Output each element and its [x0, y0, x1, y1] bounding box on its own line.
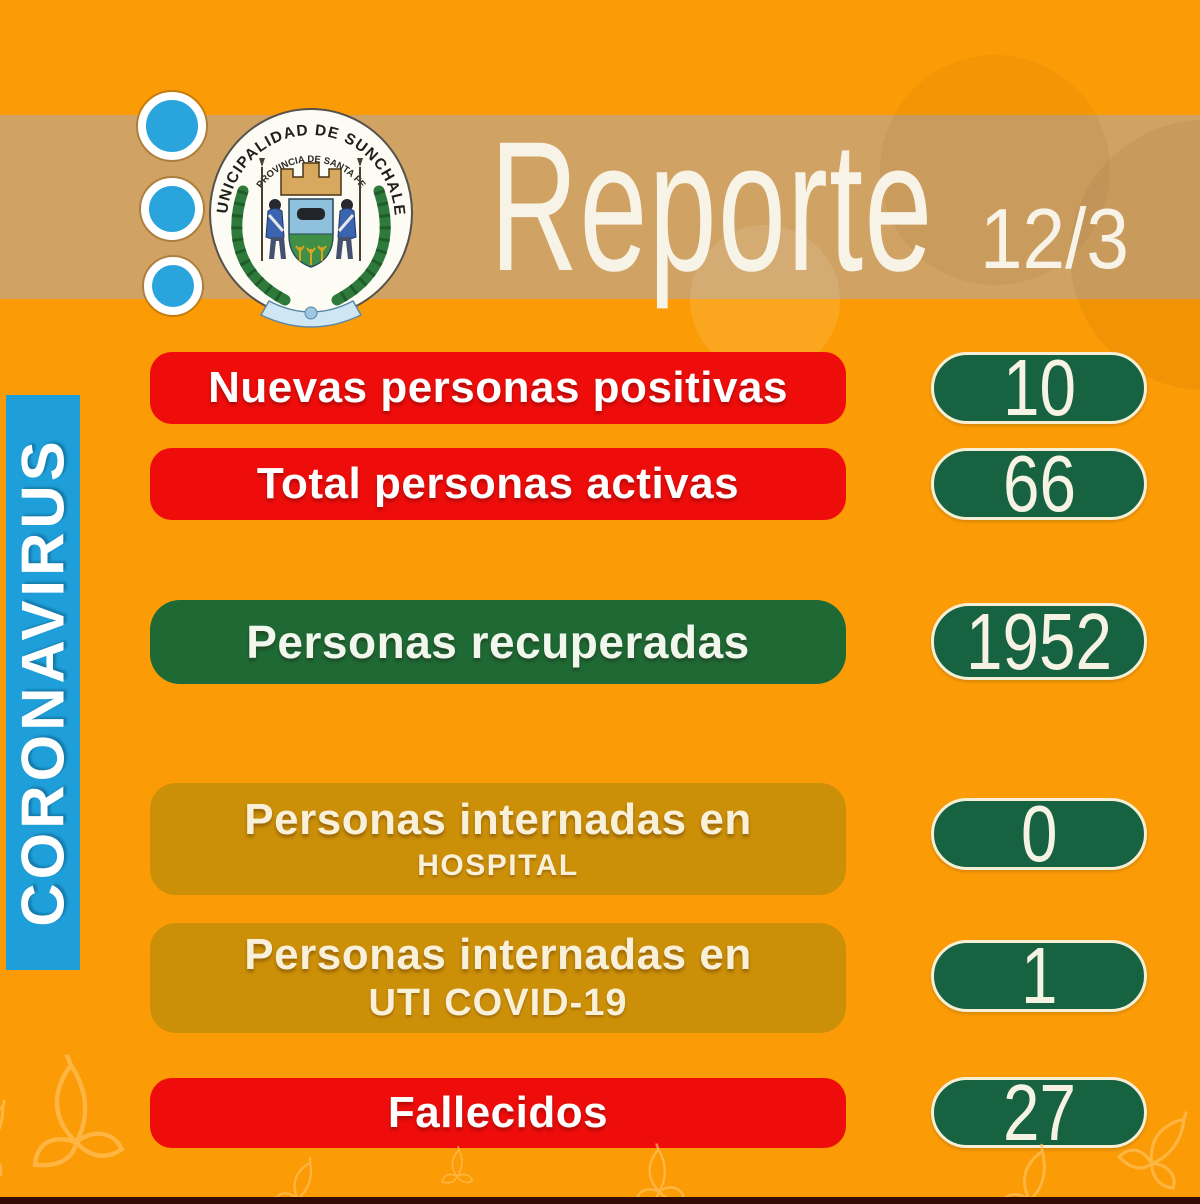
stat-value: 1952: [966, 596, 1112, 686]
ribbon-icon: [259, 300, 363, 328]
band-ghost-circle: [690, 225, 840, 375]
mural-crown-icon: [280, 162, 342, 196]
stat-label: Total personas activas: [256, 458, 740, 508]
coronavirus-sidebar: [6, 395, 80, 970]
leaf-icon: [441, 1146, 474, 1184]
stat-label: Fallecidos: [387, 1087, 609, 1137]
stat-value-badge-nuevas-positivas: 10: [931, 343, 1147, 432]
stat-value-badge-recuperadas: 1952: [931, 596, 1147, 686]
crest-shield-icon: [288, 198, 334, 268]
soldier-left-icon: [259, 158, 286, 261]
stat-label: Personas internadas en: [244, 929, 752, 979]
stat-value: 10: [1002, 343, 1076, 432]
stat-sublabel: HOSPITAL: [417, 848, 579, 882]
blue-dot-icon: [141, 178, 203, 240]
leaf-icon: [0, 1085, 32, 1180]
stat-pill-total-activas: Total personas activas: [150, 448, 846, 520]
stat-value: 1: [1020, 931, 1058, 1020]
municipality-crest-logo: MUNICIPALIDAD DE SUNCHALES PROVINCIA DE …: [205, 103, 413, 328]
band-ghost-circle: [880, 55, 1110, 285]
stat-pill-fallecidos: Fallecidos: [150, 1078, 846, 1148]
stat-pill-internados-hospital: Personas internadas en HOSPITAL: [150, 783, 846, 895]
blue-dot-icon: [138, 92, 206, 160]
stat-label: Personas recuperadas: [246, 615, 750, 668]
stat-value-badge-internados-uti: 1: [931, 931, 1147, 1020]
stat-pill-nuevas-positivas: Nuevas personas positivas: [150, 352, 846, 424]
report-title: Reporte: [490, 104, 934, 310]
stat-value-badge-fallecidos: 27: [931, 1067, 1147, 1157]
stat-value: 27: [1002, 1067, 1076, 1157]
report-date: 12/3: [980, 192, 1129, 287]
bottom-border-strip: [0, 1197, 1200, 1204]
stat-label: Personas internadas en: [244, 795, 752, 845]
blue-dot-icon: [144, 257, 202, 315]
stat-value: 66: [1002, 439, 1076, 528]
stat-pill-recuperadas: Personas recuperadas: [150, 600, 846, 684]
laurel-wreath-icon: [231, 185, 391, 306]
stat-value-badge-internados-hospital: 0: [931, 789, 1147, 878]
leaf-icon: [272, 1150, 332, 1204]
stat-value: 0: [1020, 789, 1058, 878]
stat-label: Nuevas personas positivas: [208, 362, 788, 412]
stat-value-badge-total-activas: 66: [931, 439, 1147, 528]
leaf-icon: [629, 1140, 686, 1204]
stat-sublabel: UTI COVID-19: [368, 982, 628, 1025]
leaf-icon: [20, 1047, 122, 1167]
stat-pill-internados-uti: Personas internadas en UTI COVID-19: [150, 923, 846, 1033]
coronavirus-vertical-label: CORONAVIRUS: [9, 437, 77, 927]
